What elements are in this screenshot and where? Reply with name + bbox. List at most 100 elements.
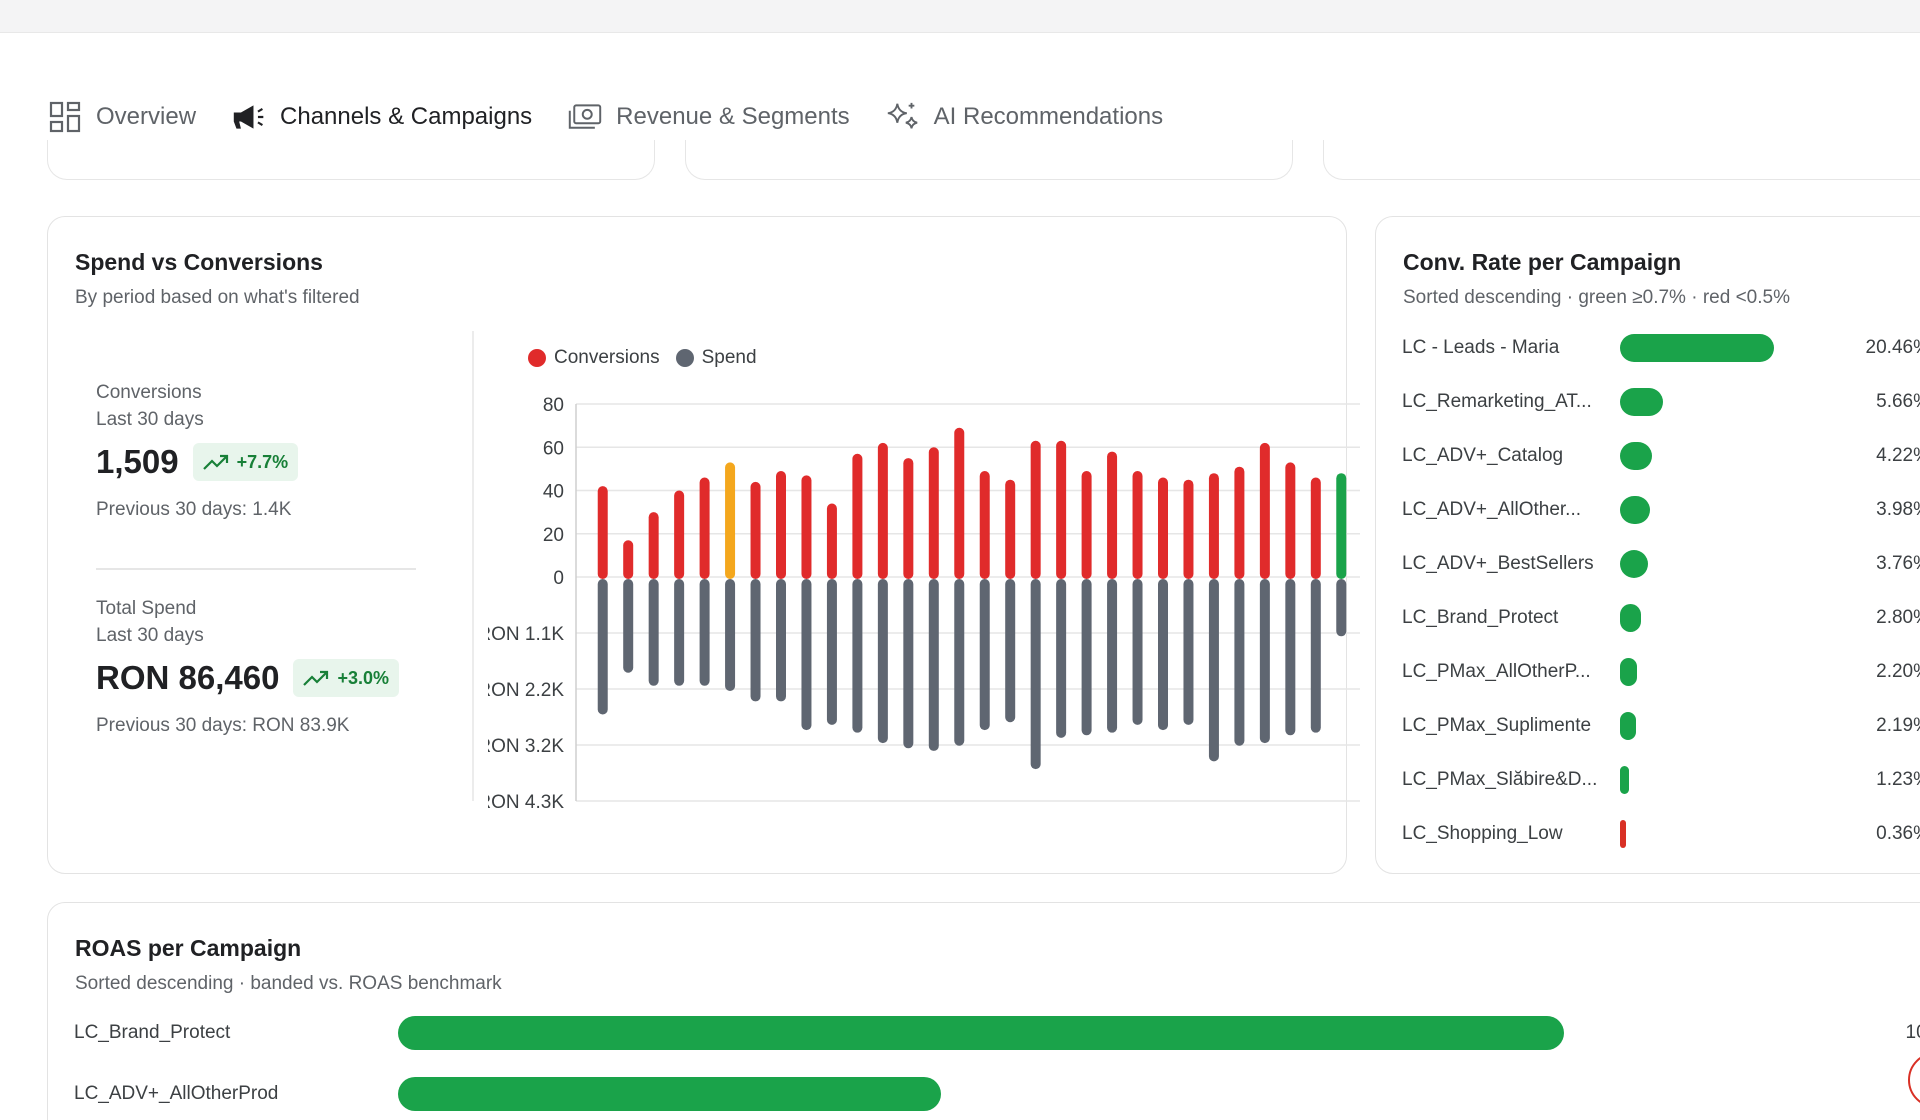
campaign-name: LC_Remarketing_AT... — [1402, 391, 1592, 412]
y-tick-label: 40 — [543, 482, 564, 503]
campaign-name: LC_PMax_Slăbire&D... — [1402, 769, 1598, 790]
conversions-bar — [1259, 442, 1270, 579]
rate-bar — [1620, 766, 1630, 794]
rate-bar-track — [1620, 658, 1780, 686]
roas-row[interactable]: LC_ADV+_AllOtherProd 4.7x — [74, 1077, 1920, 1111]
card-title: ROAS per Campaign — [75, 935, 302, 961]
spend-bar — [1310, 579, 1321, 733]
spend-bar — [877, 579, 888, 744]
conversions-bar — [1234, 466, 1245, 579]
conversions-bar — [928, 447, 939, 579]
rate-value: 5.66% — [1876, 391, 1920, 412]
kpi-label: Conversions — [96, 382, 202, 403]
spend-bar — [648, 579, 659, 686]
campaign-name: LC_Shopping_Low — [1402, 823, 1563, 844]
y-tick-label: RON 2.2K — [488, 680, 564, 701]
tab-overview[interactable]: Overview — [48, 92, 196, 142]
rate-bar — [1620, 334, 1774, 362]
conv-rate-row[interactable]: LC_ADV+_Catalog 4.22% — [1402, 440, 1920, 472]
conversions-bar — [877, 442, 888, 579]
scrolled-card — [685, 140, 1293, 180]
tab-label: Overview — [96, 103, 197, 130]
conversions-bar — [699, 477, 710, 579]
conv-rate-row[interactable]: LC_ADV+_AllOther... 3.98% — [1402, 494, 1920, 526]
rate-bar-track — [1620, 442, 1780, 470]
spend-bar — [674, 579, 685, 686]
kpi-change-badge: +3.0% — [293, 659, 399, 697]
rate-bar-track — [1620, 712, 1780, 740]
kpi-period: Last 30 days — [96, 625, 204, 646]
tab-ai-recommendations[interactable]: AI Recommendations — [886, 92, 1163, 142]
campaign-name: LC_ADV+_AllOtherProd — [74, 1083, 279, 1104]
conv-rate-row[interactable]: LC_Shopping_Low 0.36% — [1402, 818, 1920, 850]
card-subtitle: Sorted descending · green ≥0.7% · red <0… — [1403, 287, 1790, 308]
conv-rate-row[interactable]: LC_Remarketing_AT... 5.66% — [1402, 386, 1920, 418]
y-tick-label: 80 — [543, 395, 564, 416]
spend-bar — [1259, 579, 1270, 744]
card-subtitle: Sorted descending · banded vs. ROAS benc… — [75, 973, 502, 994]
conv-rate-row[interactable]: LC_PMax_Slăbire&D... 1.23% — [1402, 764, 1920, 796]
conv-rate-row[interactable]: LC - Leads - Maria 20.46% — [1402, 332, 1920, 364]
spend-bar — [750, 579, 761, 702]
campaign-name: LC_ADV+_AllOther... — [1402, 499, 1582, 520]
tab-revenue-segments[interactable]: Revenue & Segments — [568, 92, 850, 142]
roas-card: ROAS per Campaign Sorted descending · ba… — [47, 902, 1920, 1120]
roas-bar — [398, 1016, 1564, 1050]
conversions-bar — [852, 453, 863, 579]
rate-bar-track — [1620, 604, 1780, 632]
rate-value: 3.76% — [1876, 553, 1920, 574]
kpi-period: Last 30 days — [96, 409, 204, 430]
money-icon — [568, 100, 602, 134]
conversions-bar — [1030, 440, 1041, 579]
rate-value: 2.20% — [1876, 661, 1920, 682]
legend-item-conversions[interactable]: Conversions — [528, 347, 660, 369]
conv-rate-row[interactable]: LC_ADV+_BestSellers 3.76% — [1402, 548, 1920, 580]
spend-bar — [699, 579, 710, 686]
spend-bar — [1285, 579, 1296, 736]
dashboard-grid-icon — [48, 100, 82, 134]
rate-bar-track — [1620, 550, 1780, 578]
kpi-label: Total Spend — [96, 598, 197, 619]
campaign-name: LC_ADV+_BestSellers — [1402, 553, 1594, 574]
roas-bar-track — [398, 1077, 1598, 1111]
conv-rate-row[interactable]: LC_Brand_Protect 2.80% — [1402, 602, 1920, 634]
rate-value: 1.23% — [1876, 769, 1920, 790]
roas-row[interactable]: LC_Brand_Protect 10.1x — [74, 1016, 1920, 1050]
rate-bar — [1620, 820, 1626, 848]
conversions-bar — [648, 512, 659, 579]
conv-rate-row[interactable]: LC_PMax_Suplimente 2.19% — [1402, 710, 1920, 742]
tab-bar: Overview Channels & Campaigns Revenue & … — [48, 92, 1199, 144]
spend-bar — [1030, 579, 1041, 770]
legend-swatch — [528, 349, 546, 367]
campaign-name: LC_PMax_Suplimente — [1402, 715, 1592, 736]
tab-channels-campaigns[interactable]: Channels & Campaigns — [232, 92, 533, 144]
rate-bar — [1620, 442, 1652, 470]
tab-label: Revenue & Segments — [616, 103, 850, 130]
conversions-bar — [1107, 451, 1118, 579]
conversions-bar — [1285, 462, 1296, 579]
conversions-bar — [826, 503, 837, 579]
trend-up-icon — [202, 454, 228, 470]
conv-rate-row[interactable]: LC_PMax_AllOtherP... 2.20% — [1402, 656, 1920, 688]
spend-bar — [1081, 579, 1092, 736]
legend-item-spend[interactable]: Spend — [675, 347, 757, 369]
rate-bar — [1620, 388, 1663, 416]
card-title: Conv. Rate per Campaign — [1403, 249, 1682, 275]
rate-bar-track — [1620, 496, 1780, 524]
rate-bar-track — [1620, 388, 1780, 416]
conversions-bar — [776, 471, 786, 579]
kpi-conversions: Conversions Last 30 days 1,509 +7.7% Pre… — [96, 379, 299, 521]
roas-value: 10.1x — [1905, 1022, 1920, 1043]
rate-value: 4.22% — [1876, 445, 1920, 466]
card-title: Spend vs Conversions — [75, 249, 323, 275]
rate-value: 0.36% — [1876, 823, 1920, 844]
conversions-bar — [674, 490, 685, 579]
conversions-bar — [903, 458, 914, 579]
spend-bar — [623, 579, 634, 673]
conversions-bar — [1005, 479, 1016, 579]
rate-bar — [1620, 550, 1649, 578]
conversions-bar — [597, 486, 608, 579]
roas-value: 4.7x — [1598, 1083, 1920, 1105]
conversions-bar — [979, 471, 990, 579]
rate-bar — [1620, 496, 1650, 524]
